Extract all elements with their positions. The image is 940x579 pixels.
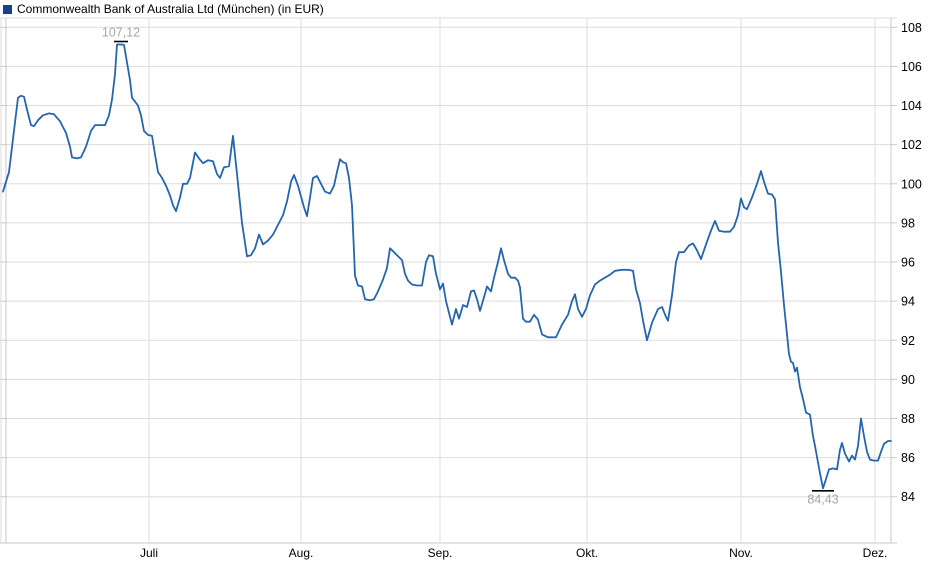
x-axis-label: Dez. [863, 546, 888, 560]
gridlines [6, 18, 891, 543]
y-axis-label: 98 [901, 216, 915, 230]
high-annotation: 107,12 [102, 26, 140, 43]
y-axis-label: 106 [901, 60, 922, 74]
y-axis-label: 86 [901, 451, 915, 465]
y-axis-label: 84 [901, 490, 915, 504]
x-axis-label: Okt. [576, 546, 598, 560]
y-axis-label: 90 [901, 373, 915, 387]
y-axis-label: 104 [901, 99, 922, 113]
x-axis-label: Aug. [289, 546, 314, 560]
chart-title: Commonwealth Bank of Australia Ltd (Münc… [17, 2, 324, 16]
legend: Commonwealth Bank of Australia Ltd (Münc… [3, 3, 324, 15]
x-axis-labels: Juli Aug. Sep. Okt. Nov. Dez. [140, 546, 887, 560]
x-axis-label: Juli [140, 546, 158, 560]
y-axis-label: 102 [901, 138, 922, 152]
low-annotation: 84,43 [807, 490, 839, 506]
y-axis-label: 100 [901, 177, 922, 191]
plot-frame [0, 17, 897, 544]
price-line-series [2, 43, 892, 490]
low-value-label: 84,43 [807, 492, 838, 506]
axis-ticks [0, 26, 897, 498]
x-axis-label: Sep. [428, 546, 453, 560]
y-axis-label: 108 [901, 21, 922, 35]
x-axis-label: Nov. [729, 546, 753, 560]
y-axis-label: 92 [901, 334, 915, 348]
legend-marker-icon [3, 4, 12, 14]
y-axis-label: 94 [901, 295, 915, 309]
y-axis-label: 88 [901, 412, 915, 426]
y-axis-label: 96 [901, 256, 915, 270]
high-value-label: 107,12 [102, 26, 140, 40]
y-axis-labels: 108 106 104 102 100 98 96 94 92 90 88 86 84 [901, 21, 922, 504]
